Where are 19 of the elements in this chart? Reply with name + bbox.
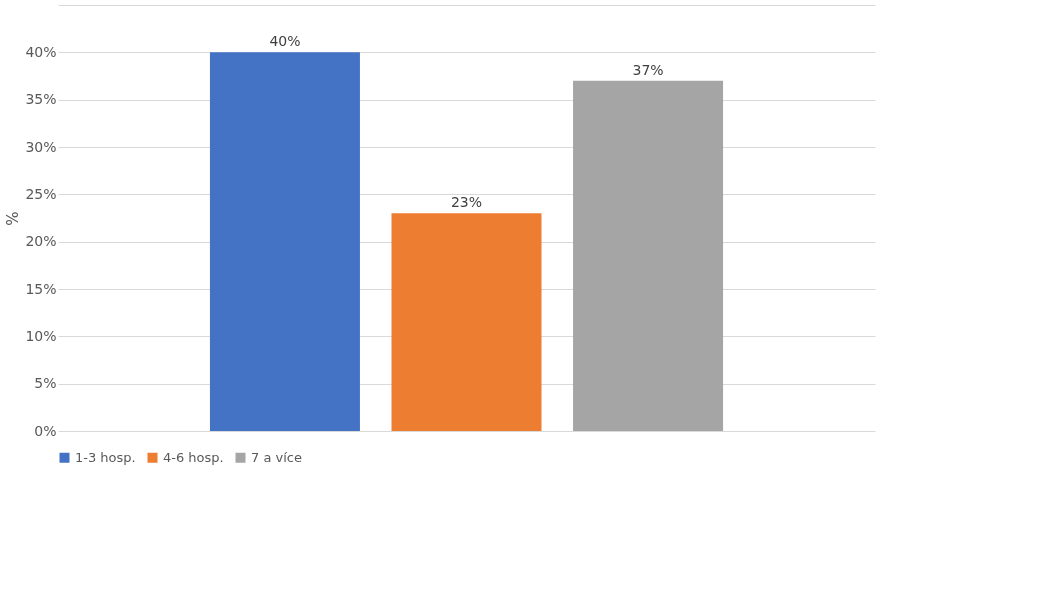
y-tick-label: 5%: [34, 375, 57, 392]
data-label: 40%: [269, 33, 301, 50]
legend-label: 7 a více: [251, 449, 302, 465]
y-tick-label: 15%: [25, 280, 57, 297]
y-axis-title: %: [4, 211, 23, 226]
y-tick-label: 40%: [25, 43, 57, 60]
bar: [573, 80, 724, 431]
y-tick-label: 30%: [25, 138, 57, 155]
bar: [209, 52, 360, 431]
legend-label: 1-3 hosp.: [75, 449, 136, 465]
data-label: 37%: [632, 61, 664, 78]
data-label: 23%: [450, 194, 483, 211]
legend-label: 4-6 hosp.: [163, 449, 224, 465]
y-tick-label: 10%: [25, 327, 57, 344]
y-tick-label: 25%: [25, 185, 57, 202]
y-tick-label: 20%: [25, 233, 57, 250]
y-tick-label: 35%: [25, 91, 57, 108]
bar: [391, 213, 542, 431]
y-tick-label: 0%: [34, 422, 57, 439]
